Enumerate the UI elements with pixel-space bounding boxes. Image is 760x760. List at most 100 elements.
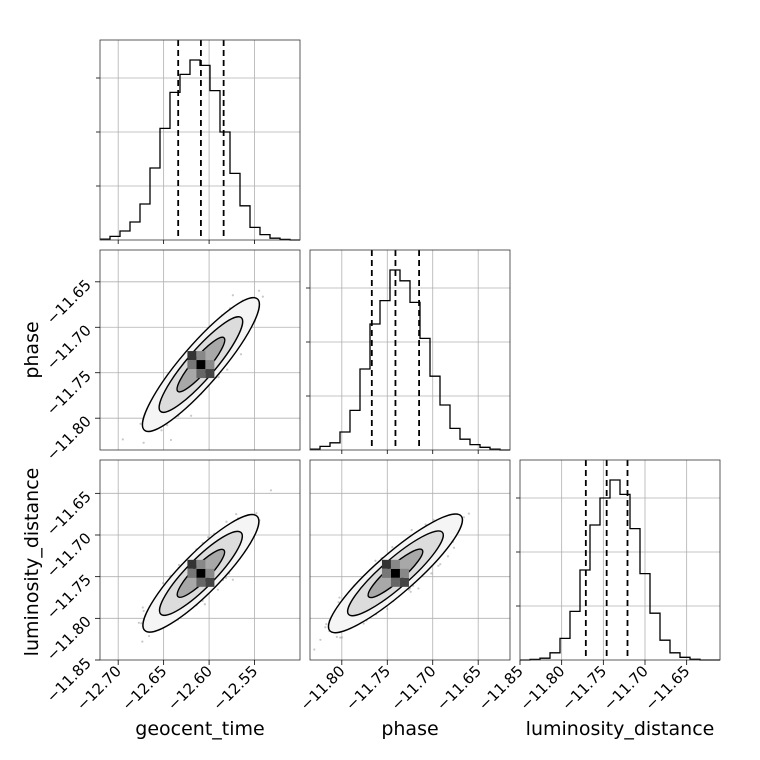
density-cell xyxy=(390,577,400,587)
scatter-point xyxy=(231,294,234,297)
y-tick-label: −11.80 xyxy=(43,412,95,464)
y-tick-label: −11.70 xyxy=(43,529,95,581)
scatter-point xyxy=(207,536,210,539)
scatter-panel-geocent_time-phase xyxy=(100,250,300,450)
density-cell xyxy=(399,577,409,587)
scatter-point xyxy=(257,289,261,292)
density-cell xyxy=(381,559,391,569)
histogram-panel-luminosity_distance xyxy=(516,460,720,661)
scatter-point xyxy=(446,555,450,558)
scatter-point xyxy=(141,640,144,643)
scatter-point xyxy=(121,438,124,441)
scatter-point xyxy=(235,513,238,516)
y-tick-label: −11.75 xyxy=(43,571,95,623)
scatter-point xyxy=(142,441,145,444)
density-cell xyxy=(187,351,197,361)
scatter-point xyxy=(437,564,440,567)
density-cell xyxy=(205,360,215,370)
density-cell xyxy=(381,568,391,578)
histogram-step-luminosity_distance xyxy=(520,479,720,661)
x-tick-label: −11.85 xyxy=(475,662,527,714)
scatter-point xyxy=(137,621,140,624)
scatter-point xyxy=(255,512,258,515)
scatter-point xyxy=(177,563,181,567)
x-tick-label: −11.70 xyxy=(388,662,440,714)
scatter-point xyxy=(160,429,163,432)
x-tick-label: −11.75 xyxy=(342,662,394,714)
scatter-point xyxy=(325,623,328,626)
scatter-frame xyxy=(99,459,301,661)
scatter-point xyxy=(166,424,169,427)
histogram-panel-geocent_time xyxy=(96,40,300,241)
scatter-point xyxy=(362,622,365,625)
histogram-frame xyxy=(519,459,721,661)
scatter-point xyxy=(335,635,338,638)
density-cell xyxy=(187,568,197,578)
density-cell xyxy=(390,568,400,578)
x-tick-label: −12.65 xyxy=(118,662,170,714)
y-tick-label: −11.80 xyxy=(43,612,95,664)
y-axis-label-phase: phase xyxy=(21,321,43,378)
scatter-point xyxy=(203,603,206,606)
histogram-frame xyxy=(309,249,511,451)
y-tick-label: −11.65 xyxy=(43,487,95,539)
x-tick-label: −12.55 xyxy=(209,662,261,714)
y-axis-label-luminosity_distance: luminosity_distance xyxy=(21,468,43,657)
scatter-point xyxy=(339,636,342,639)
y-tick-label: −11.70 xyxy=(43,321,95,373)
histogram-step-geocent_time xyxy=(100,59,300,241)
density-cell xyxy=(196,360,206,370)
y-tick-label: −11.75 xyxy=(43,367,95,419)
scatter-point xyxy=(142,609,145,613)
histogram-panel-phase xyxy=(306,250,510,451)
x-tick-label: −11.65 xyxy=(642,662,694,714)
scatter-panel-geocent_time-luminosity_distance xyxy=(100,460,300,660)
scatter-point xyxy=(225,520,228,523)
density-cell xyxy=(205,577,215,587)
scatter-point xyxy=(269,489,273,492)
histogram-step-phase xyxy=(310,269,510,451)
x-axis-label-phase: phase xyxy=(381,718,438,740)
x-tick-label: −11.70 xyxy=(600,662,652,714)
scatter-point xyxy=(340,636,344,639)
y-tick-label: −11.65 xyxy=(43,276,95,328)
density-cell xyxy=(196,577,206,587)
scatter-content xyxy=(313,512,470,651)
x-tick-label: −12.60 xyxy=(164,662,216,714)
scatter-panel-phase-luminosity_distance xyxy=(310,460,510,660)
scatter-point xyxy=(386,607,389,611)
scatter-point xyxy=(169,438,173,442)
scatter-point xyxy=(430,572,433,575)
scatter-point xyxy=(337,601,340,604)
scatter-point xyxy=(439,563,442,566)
scatter-point xyxy=(432,518,435,522)
scatter-point xyxy=(391,546,394,549)
scatter-point xyxy=(338,596,341,599)
scatter-point xyxy=(190,414,193,417)
scatter-point xyxy=(452,546,456,549)
scatter-point xyxy=(319,638,322,641)
density-cell xyxy=(196,369,206,379)
x-axis-label-luminosity_distance: luminosity_distance xyxy=(526,718,715,740)
x-tick-label: −11.75 xyxy=(558,662,610,714)
scatter-point xyxy=(139,422,142,425)
scatter-point xyxy=(140,622,143,625)
scatter-point xyxy=(424,523,427,526)
scatter-point xyxy=(217,376,220,379)
density-cell xyxy=(205,369,215,379)
scatter-point xyxy=(417,587,420,590)
histogram-frame xyxy=(99,39,301,241)
scatter-frame xyxy=(99,249,301,451)
density-cell xyxy=(187,360,197,370)
scatter-point xyxy=(224,576,228,580)
scatter-point xyxy=(313,648,316,651)
density-cell xyxy=(196,559,206,569)
scatter-point xyxy=(409,590,412,593)
scatter-point xyxy=(410,528,413,532)
scatter-point xyxy=(161,582,165,585)
scatter-point xyxy=(374,559,377,562)
scatter-point xyxy=(261,295,264,298)
scatter-point xyxy=(467,512,470,515)
scatter-point xyxy=(141,606,144,609)
